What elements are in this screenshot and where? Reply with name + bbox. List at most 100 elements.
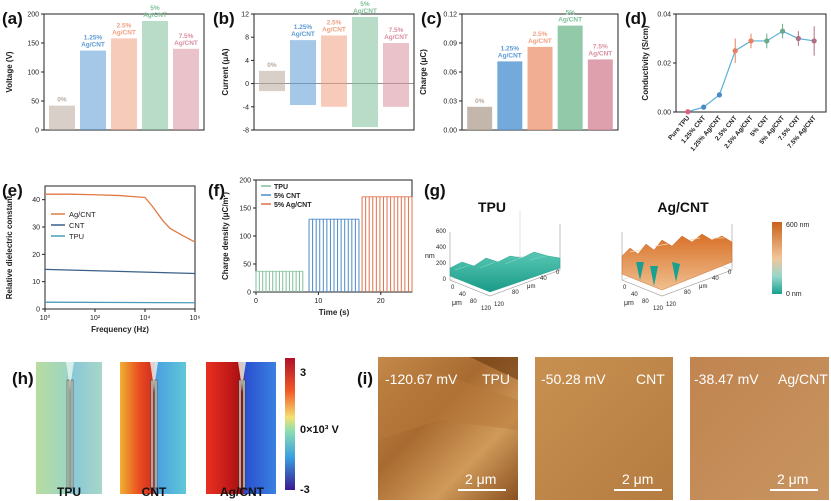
chart-f: 0 50 100 150 200 Charge density (μC/m²) 0 10 20 T… — [221, 178, 413, 317]
c-ytick-label-1: 0.03 — [443, 99, 457, 106]
a-bar-label-4-line2: Ag/CNT — [174, 40, 198, 47]
d-point-0 — [685, 109, 691, 115]
c-bar-label-2-line2: Ag/CNT — [528, 38, 552, 45]
g-tpu-z400: 400 — [436, 245, 447, 251]
h-label-tpu: TPU — [57, 485, 81, 499]
b-ytick-label-2: 0 — [245, 81, 249, 88]
e-series-0 — [45, 193, 196, 243]
g-tpu-y40: 40 — [540, 276, 547, 282]
f-xlabel: Time (s) — [319, 308, 350, 317]
g-tpu-y0: 0 — [556, 270, 560, 276]
a-bar-label-4-line1: 7.5% — [179, 33, 194, 40]
b-bar-label-3-line1: 5% — [360, 1, 370, 8]
h-colorbar-mid: 0×10³ V — [300, 424, 339, 436]
i-scale-ag: 2 μm — [777, 471, 808, 487]
b-ytick-label-0: -8 — [243, 128, 249, 135]
a-ytick-label-3: 150 — [27, 41, 39, 48]
a-ytick-label-1: 50 — [31, 99, 39, 106]
a-bar-label-2-line2: Ag/CNT — [112, 29, 136, 36]
a-bar-label-0: 0% — [57, 97, 67, 104]
e-ytick-label-0: 0 — [36, 307, 40, 314]
c-bar-3 — [557, 25, 583, 131]
d-point-7 — [795, 35, 801, 42]
d-point-8 — [811, 38, 817, 44]
i-image-cnt — [535, 357, 673, 500]
panel-label-h: (h) — [12, 369, 34, 388]
a-ytick-label-2: 100 — [27, 70, 39, 77]
g-tpu-z600: 600 — [436, 229, 447, 235]
i-image-ag — [690, 357, 829, 500]
e-series-2 — [44, 301, 196, 304]
panel-g: TPU Ag/CNT 600 400 200 0 nm 0 40 8 — [425, 199, 810, 312]
b-bar-0 — [259, 70, 285, 92]
e-legend-label-1: CNT — [69, 221, 85, 230]
f-xtick-label-0: 0 — [254, 298, 258, 305]
g-ag-xyaxes: 0 40 80 120 μm 120 80 μm 40 0 — [623, 270, 732, 312]
b-bar-label-1-line2: Ag/CNT — [291, 31, 315, 38]
f-legend-label-0: TPU — [274, 184, 288, 191]
g-ag-x40: 40 — [631, 292, 638, 298]
g-ag-ylabel: μm — [699, 284, 707, 290]
f-series-1 — [308, 218, 360, 292]
g-ag-x120: 120 — [653, 306, 664, 312]
g-tpu-x120: 120 — [481, 306, 492, 312]
g-tpu-z0: 0 — [443, 277, 447, 283]
b-bar-label-2-line2: Ag/CNT — [322, 26, 346, 33]
a-bar-3 — [142, 20, 168, 130]
g-title-tpu: TPU — [478, 199, 506, 215]
d-ylabel: Conductivity (S/cm) — [641, 25, 650, 100]
g-colorbar-min: 0 nm — [786, 291, 802, 298]
e-ylabel: Relative dielectric constant — [5, 195, 14, 299]
i-scale-tpu: 2 μm — [465, 471, 496, 487]
panel-label-b: (b) — [213, 9, 235, 28]
g-ag-surface — [621, 224, 733, 297]
c-bar-label-1-line2: Ag/CNT — [498, 52, 522, 59]
e-ytick-label-1: 10 — [32, 279, 40, 286]
c-ytick-label-2: 0.06 — [443, 70, 457, 77]
b-bar-1 — [290, 40, 316, 106]
d-ytick-label-0: 0.00 — [657, 110, 671, 117]
g-tpu-zaxis: 600 400 200 0 nm — [425, 229, 447, 283]
f-ytick-label-0: 0 — [247, 290, 251, 297]
f-ytick-label-3: 150 — [239, 206, 251, 213]
g-tpu-y120: 120 — [494, 302, 505, 308]
c-bar-label-1-line1: 1.25% — [501, 45, 520, 52]
f-legend-label-2: 5% Ag/CNT — [274, 202, 312, 209]
c-bar-label-4-line1: 7.5% — [593, 43, 608, 50]
c-bar-0 — [467, 106, 493, 130]
g-tpu-z200: 200 — [436, 261, 447, 267]
a-bar-label-2-line1: 2.5% — [117, 22, 132, 29]
h-label-cnt: CNT — [142, 485, 167, 499]
b-bar-label-4-line1: 7.5% — [389, 27, 404, 34]
e-frame — [44, 185, 196, 310]
g-tpu-x80: 80 — [470, 299, 477, 305]
i-potential-ag: -38.47 mV — [694, 371, 759, 387]
d-frame — [675, 13, 827, 113]
panel-label-f: (f) — [208, 181, 225, 200]
g-tpu-xyaxes: 0 40 80 120 μm 120 80 μm 40 0 — [451, 270, 560, 312]
b-bar-4 — [383, 43, 409, 107]
a-bar-label-1-line1: 1.25% — [84, 35, 103, 42]
a-ytick-label-0: 0 — [35, 128, 39, 135]
h-colorbar — [285, 358, 295, 490]
b-bar-label-3-line2: Ag/CNT — [353, 8, 377, 15]
panel-i: -120.67 mV TPU -50.28 mV CNT -38.47 mV A… — [378, 357, 829, 500]
a-bar-0 — [49, 105, 75, 130]
c-ylabel: Charge (μC) — [419, 49, 428, 95]
d-ytick-label-2: 0.04 — [657, 12, 671, 19]
b-bar-2 — [321, 35, 347, 107]
b-bar-3 — [352, 16, 378, 128]
f-xtick-label-1: 10 — [315, 298, 323, 305]
h-colorbar-bottom: -3 — [300, 484, 310, 496]
i-scale-cnt: 2 μm — [622, 471, 653, 487]
i-potential-tpu: -120.67 mV — [385, 371, 458, 387]
c-bar-1 — [497, 61, 523, 130]
d-point-2 — [716, 92, 723, 98]
f-ytick-label-2: 100 — [239, 234, 251, 241]
a-bar-4 — [173, 48, 199, 130]
d-ytick-label-1: 0.02 — [657, 61, 671, 68]
